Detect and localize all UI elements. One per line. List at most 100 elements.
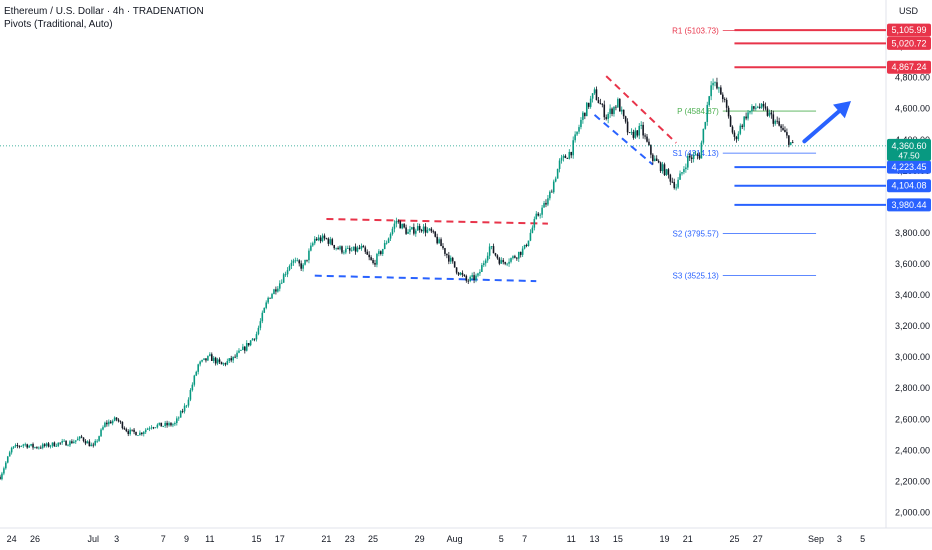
trend-line-flag-bottom	[593, 114, 654, 166]
x-tick-label: 7	[522, 534, 527, 544]
horizontal-levels	[0, 29, 886, 206]
candle-body	[343, 252, 345, 254]
candle-body	[358, 247, 361, 249]
candle-body	[585, 102, 588, 117]
candle-body	[648, 141, 650, 145]
candle-body	[115, 417, 118, 420]
candle-body	[242, 346, 244, 351]
candle-body	[603, 104, 606, 118]
candle-body	[457, 272, 460, 275]
candle-body	[30, 444, 32, 446]
candle-body	[760, 103, 763, 108]
trend-line-range-top	[326, 217, 548, 225]
candle-body	[634, 130, 637, 138]
x-tick-label: 26	[30, 534, 40, 544]
candle-body	[465, 275, 468, 281]
candle-body	[271, 294, 273, 299]
trend-line-range-bottom	[314, 274, 537, 283]
candle-body	[313, 238, 316, 244]
candle-body	[282, 274, 285, 283]
candle-body	[296, 260, 299, 262]
candle-body	[152, 427, 155, 429]
candle-body	[193, 375, 196, 385]
candle-body	[156, 424, 159, 428]
candle-body	[523, 244, 526, 249]
candle-body	[529, 232, 532, 241]
candle-body	[12, 446, 15, 448]
candle-body	[40, 447, 42, 449]
candle-body	[41, 444, 44, 448]
candle-body	[436, 236, 438, 244]
candle-body	[731, 126, 734, 133]
candle-body	[306, 259, 308, 261]
candle-body	[236, 352, 238, 357]
candle-body	[560, 157, 563, 161]
candle-body	[737, 133, 740, 140]
candle-body	[383, 243, 386, 250]
candle-body	[679, 173, 681, 180]
candle-body	[104, 422, 106, 428]
candle-body	[47, 443, 50, 447]
candle-body	[142, 432, 145, 434]
candle-body	[448, 255, 450, 262]
trend-lines	[314, 75, 677, 283]
candle-body	[325, 238, 328, 240]
candle-body	[490, 246, 493, 247]
candle-body	[461, 272, 464, 275]
candle-body	[704, 121, 707, 129]
candle-body	[768, 112, 771, 116]
candle-body	[55, 445, 58, 447]
candle-body	[43, 444, 46, 446]
x-tick-label: 11	[205, 534, 214, 544]
candle-body	[323, 235, 326, 239]
candle-body	[451, 257, 454, 262]
candle-body	[535, 213, 538, 220]
candle-body	[244, 346, 246, 351]
candle-body	[655, 158, 658, 161]
candle-body	[587, 102, 590, 107]
candle-body	[564, 155, 567, 159]
y-tick-label: 3,200.00	[895, 321, 930, 331]
candle-body	[566, 158, 569, 159]
candle-body	[467, 280, 470, 282]
candle-body	[554, 178, 557, 182]
resistance-price-tag-text: 4,867.24	[891, 62, 926, 72]
y-tick-label: 4,600.00	[895, 104, 930, 114]
x-tick-label: 17	[275, 534, 285, 544]
resistance-price-tag-bg	[887, 23, 931, 37]
candle-body	[49, 445, 52, 447]
candle-body	[374, 262, 376, 265]
candle-body	[86, 441, 89, 444]
time-axis[interactable]: 24 26 Jul 3 7 9 11 15 17 21 23 25 29 Aug 5 7 11 13 15 19 21 2…	[7, 534, 866, 544]
candle-body	[714, 82, 716, 84]
candle-body	[189, 390, 192, 400]
candle-body	[111, 420, 114, 424]
candle-body	[26, 444, 29, 448]
candle-body	[362, 245, 365, 248]
candle-body	[395, 220, 398, 224]
candle-body	[148, 428, 151, 430]
candle-body	[366, 251, 369, 255]
candle-body	[150, 427, 153, 429]
candle-body	[688, 155, 691, 158]
candle-body	[32, 444, 34, 448]
candle-body	[545, 202, 547, 205]
candle-body	[195, 371, 198, 376]
x-tick-label: 11	[567, 534, 576, 544]
candle-body	[508, 261, 510, 264]
candle-body	[700, 142, 703, 159]
candle-body	[174, 423, 176, 425]
bullish-arrow	[802, 100, 852, 144]
candle-body	[339, 246, 341, 250]
candle-body	[273, 289, 275, 295]
candle-body	[166, 422, 168, 426]
candle-body	[220, 361, 223, 365]
x-tick-label: Aug	[447, 534, 463, 544]
candle-body	[82, 437, 85, 441]
candle-body	[741, 125, 744, 127]
candle-body	[580, 119, 582, 128]
candle-body	[28, 445, 30, 448]
candle-body	[696, 154, 699, 156]
candle-body	[652, 154, 654, 162]
